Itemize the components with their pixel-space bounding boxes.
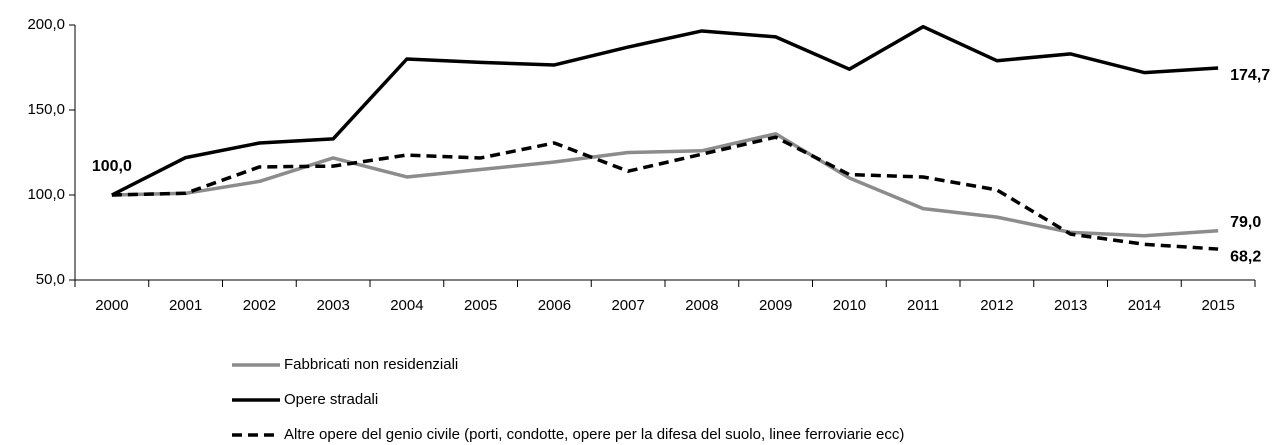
- x-tick-label: 2006: [538, 297, 571, 314]
- legend-label: Opere stradali: [284, 391, 378, 408]
- x-tick-label: 2013: [1054, 297, 1087, 314]
- x-tick-label: 2007: [611, 297, 644, 314]
- x-tick-label: 2001: [169, 297, 202, 314]
- legend-label: Fabbricati non residenziali: [284, 356, 458, 373]
- x-tick-label: 2000: [95, 297, 128, 314]
- legend-label: Altre opere del genio civile (porti, con…: [284, 426, 904, 443]
- data-label: 100,0: [92, 158, 132, 175]
- x-tick-label: 2011: [907, 297, 939, 314]
- x-tick-label: 2010: [833, 297, 866, 314]
- x-tick-label: 2009: [759, 297, 792, 314]
- data-label: 79,0: [1230, 214, 1261, 231]
- data-label: 174,7: [1230, 67, 1270, 84]
- x-tick-label: 2005: [464, 297, 497, 314]
- x-tick-label: 2015: [1201, 297, 1234, 314]
- x-tick-label: 2003: [316, 297, 349, 314]
- y-tick-label: 150,0: [27, 101, 65, 118]
- y-tick-label: 200,0: [27, 16, 65, 33]
- series-line: [111, 135, 1219, 251]
- series-line: [111, 132, 1219, 238]
- data-label: 68,2: [1230, 248, 1261, 265]
- x-tick-label: 2008: [685, 297, 718, 314]
- y-tick-label: 50,0: [36, 271, 65, 288]
- x-tick-label: 2014: [1128, 297, 1161, 314]
- x-tick-label: 2002: [243, 297, 276, 314]
- series-line: [111, 24, 1219, 197]
- y-tick-label: 100,0: [27, 186, 65, 203]
- x-tick-label: 2004: [390, 297, 423, 314]
- x-tick-label: 2012: [980, 297, 1013, 314]
